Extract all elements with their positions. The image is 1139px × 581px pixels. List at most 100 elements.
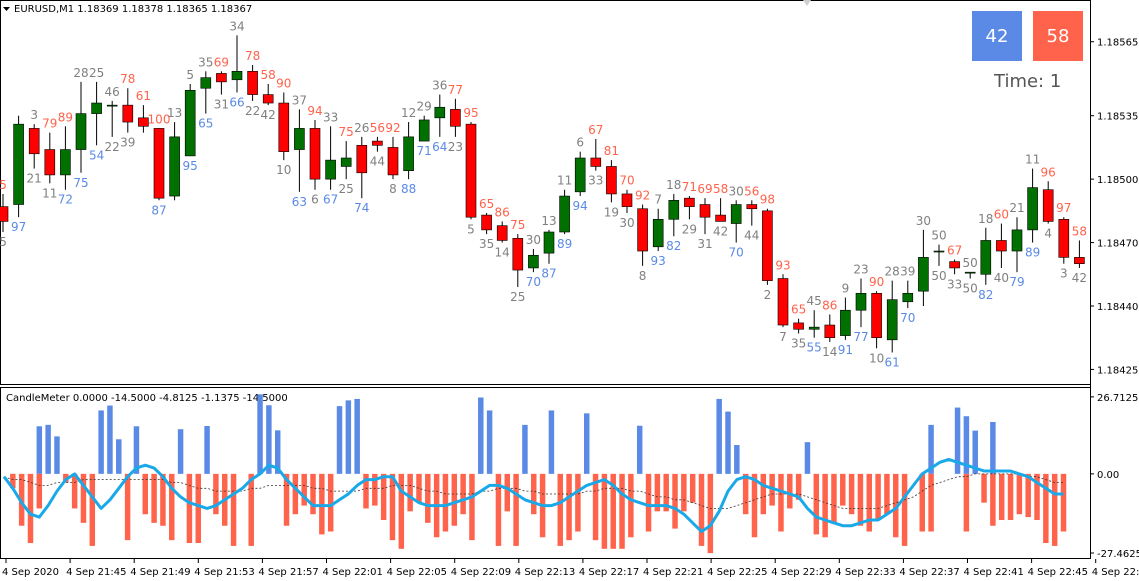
time-tick-label: 4 Sep 22:13 [515,567,575,578]
bear-candle [777,278,789,326]
buy-bar [107,405,113,474]
bull-candle [403,136,414,171]
sell-bar [451,473,458,526]
candle-bottom-label: 22 [245,104,260,118]
bear-candle [153,128,165,199]
bear-candle [1042,189,1054,222]
candle-top-label: 28 [885,265,900,279]
bear-candle [746,204,758,210]
candle-top-label: 11 [557,174,572,188]
indicator-tick-label: -27.4625 [1097,549,1139,560]
symbol-header: EURUSD,M1 1.18369 1.18378 1.18365 1.1836… [14,4,252,15]
sell-bar [469,473,475,541]
candle-bottom-label: 50 [963,282,978,296]
price-tick-label: 1.18535 [1097,112,1138,123]
buy-bar [928,424,934,474]
time-tick-label: 4 Sep 22:01 [323,567,383,578]
sell-bar [919,473,925,532]
candle-top-label: 18 [978,212,993,226]
sell-bar [787,473,793,509]
candle-top-label: 5 [186,68,194,82]
bull-candle [1011,229,1023,252]
candle-top-label: 35 [198,55,213,69]
sell-bar [778,473,784,532]
buy-bar [990,421,996,474]
sell-bar [292,473,299,515]
bear-candle [247,71,258,95]
sell-bar [10,473,16,489]
candle-bottom-label: 71 [417,144,432,158]
buy-bar [36,426,43,474]
time-tick-label: 4 Sep 22:21 [643,567,703,578]
candle-bottom-label: 14 [495,246,510,260]
buy-bar [274,430,281,474]
candle-top-label: 50 [931,229,946,243]
candle-bottom-label: 35 [791,336,806,350]
bull-candle [668,199,680,220]
candle-top-label: 7 [654,193,662,207]
candle-bottom-label: 75 [73,176,88,190]
bear-candle [637,208,648,252]
sell-bar [89,473,96,546]
sell-bar [998,473,1005,520]
time-tick-label: 4 Sep 21:57 [258,567,318,578]
candle-bottom-label: 6 [311,193,319,207]
sell-bar [601,473,608,549]
sell-bar [310,473,316,515]
candle-top-label: 13 [541,214,556,228]
bear-candle [762,210,773,281]
candle-bottom-label: 97 [11,220,26,234]
candle-top-label: 93 [775,258,790,272]
candle-bottom-label: 7 [779,330,787,344]
sell-bar [531,473,537,515]
bear-candle [715,214,726,222]
time-tick-label: 4 Sep 21:45 [66,567,126,578]
sell-bar [866,473,873,532]
candle-top-label: 39 [900,265,915,279]
sell-bar [963,473,970,532]
time-tick-label: 4 Sep 22:45 [1028,567,1088,578]
bull-candle [91,102,102,114]
sell-bar [124,473,131,541]
candle-bottom-label: 88 [401,182,416,196]
sell-bar [283,473,290,526]
price-tick-label: 1.18425 [1097,365,1138,376]
collapse-triangle-icon[interactable] [3,7,10,11]
candle-top-label: 67 [947,243,962,257]
sell-bar [707,473,714,554]
candle-top-label: 25 [89,66,104,80]
candle-bottom-label: 89 [557,237,572,251]
bull-candle [933,250,945,253]
buy-bar [583,413,590,474]
bull-candle [325,159,336,180]
candle-bottom-label: 33 [947,277,962,291]
candle-top-label: 61 [136,89,151,103]
candle-bottom-label: 39 [120,136,135,150]
candle-bottom-label: 91 [838,343,853,357]
bull-candle [418,119,430,142]
candle-top-label: 86 [495,205,510,219]
scroll-marker-icon[interactable] [803,0,811,6]
sell-bar [327,473,334,532]
candle-top-label: 6 [576,136,584,150]
sell-bar [848,473,855,515]
candle-top-label: 79 [42,117,57,131]
time-tick-label: 4 Sep 22:41 [964,567,1024,578]
bear-candle [372,140,383,146]
candle-top-label: 58 [1072,224,1087,238]
sell-bar [1043,473,1049,544]
time-tick-label: 4 Sep 22:05 [387,567,447,578]
candle-top-label: 77 [448,83,463,97]
buy-bar [522,424,528,474]
price-tick-label: 1.18565 [1097,38,1138,49]
candle-top-label: 18 [666,178,681,192]
sell-bar [592,473,599,541]
sell-bar [990,473,996,526]
sell-bar [663,473,669,512]
candle-bottom-label: 67 [323,193,338,207]
sell-bar [460,473,466,515]
candle-top-label: 58 [261,68,276,82]
candle-top-label: 78 [120,72,135,86]
candle-top-label: 65 [479,197,494,211]
